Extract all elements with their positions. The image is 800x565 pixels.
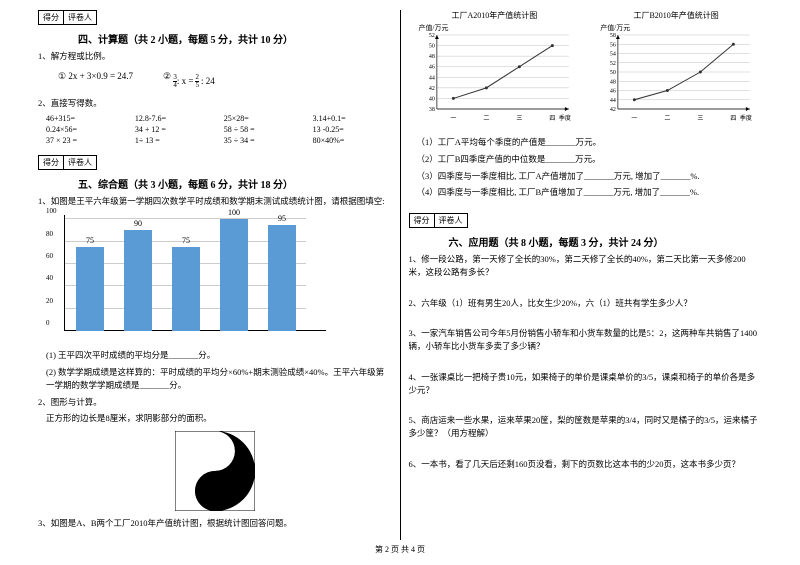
svg-text:40: 40 xyxy=(428,96,434,102)
sec6-q5: 5、商店运来一些水果，运来苹果20筐，梨的筐数是苹果的3/4，同时又是橘子的3/… xyxy=(409,414,763,440)
calc-item: 46+315= xyxy=(46,114,125,123)
calc-item: 34 + 12 = xyxy=(135,125,214,134)
svg-text:44: 44 xyxy=(610,98,616,104)
svg-text:52: 52 xyxy=(610,61,616,67)
svg-text:52: 52 xyxy=(428,33,434,39)
rsub1: （1）工厂A平均每个季度的产值是_______万元。 xyxy=(417,136,763,149)
svg-text:50: 50 xyxy=(428,44,434,50)
chart-b: 工厂B2010年产值统计图 产值/万元 424446485052545658一二… xyxy=(590,10,762,130)
svg-text:二: 二 xyxy=(483,116,489,122)
sec5-q2b: 正方形的边长是8厘米，求阴影部分的面积。 xyxy=(46,412,392,425)
svg-text:42: 42 xyxy=(610,107,616,113)
yinyang-figure xyxy=(175,431,255,511)
calc-item: 25×28= xyxy=(224,114,303,123)
eq1: ① 2x + 3×0.9 = 24.7 xyxy=(58,71,133,89)
sec5-q2: 2、图形与计算。 xyxy=(38,396,392,409)
svg-text:46: 46 xyxy=(610,89,616,95)
sec5-sub1: (1) 王平四次平时成绩的平均分是_______分。 xyxy=(46,349,392,362)
calc-item: 13 -0.25= xyxy=(313,125,392,134)
rsub2: （2）工厂B四季度产值的中位数是_______万元。 xyxy=(417,153,763,166)
svg-text:58: 58 xyxy=(610,33,616,39)
svg-text:44: 44 xyxy=(428,75,434,81)
sec5-title: 五、综合题（共 3 小题，每题 6 分，共计 18 分） xyxy=(78,176,392,191)
svg-text:三: 三 xyxy=(698,115,704,122)
sec6-q3: 3、一家汽车销售公司今年5月份销售小轿车和小货车数量的比是5：2，这两种车共销售… xyxy=(409,327,763,353)
svg-text:季度: 季度 xyxy=(740,114,752,122)
sec6-title: 六、应用题（共 8 小题，每题 3 分，共计 24 分） xyxy=(449,234,763,249)
sec6-q4: 4、一张课桌比一把椅子贵10元，如果椅子的单价是课桌单价的3/5，课桌和椅子的单… xyxy=(409,371,763,397)
calc-item: 58 ÷ 58 = xyxy=(224,125,303,134)
svg-text:56: 56 xyxy=(610,42,616,48)
calc-item: 0.24×56= xyxy=(46,125,125,134)
rsub4: （4）四季度与一季度相比, 工厂B产值增加了_______万元, 增加了____… xyxy=(417,186,763,199)
sec4-q1: 1、解方程或比例。 xyxy=(38,50,392,63)
sec4-q2: 2、直接写得数。 xyxy=(38,97,392,110)
sec5-q1: 1、如图是王平六年级第一学期四次数学平时成绩和数学期末测试成绩统计图，请根据图填… xyxy=(38,195,392,208)
score-label: 得分 xyxy=(39,11,64,24)
sec6-q6: 6、一本书，看了几天后还剩160页没看，剩下的页数比这本书的少20页，这本书多少… xyxy=(409,458,763,471)
grader-label: 评卷人 xyxy=(64,11,96,24)
svg-text:三: 三 xyxy=(516,115,522,122)
bar-chart: 02040608010075907510095 xyxy=(46,215,326,345)
svg-text:季度: 季度 xyxy=(558,114,570,122)
svg-text:一: 一 xyxy=(632,116,638,122)
svg-text:二: 二 xyxy=(665,116,671,122)
calc-item: 1÷ 13 = xyxy=(135,136,214,145)
sec6-q2: 2、六年级（1）班有男生20人，比女生少20%，六（1）班共有学生多少人？ xyxy=(409,297,763,310)
calc-item: 80×40%= xyxy=(313,136,392,145)
chart-a: 工厂A2010年产值统计图 产值/万元 3840424446485052一二三四… xyxy=(409,10,581,130)
svg-text:42: 42 xyxy=(428,86,434,92)
svg-text:四: 四 xyxy=(549,115,555,122)
svg-text:48: 48 xyxy=(428,54,434,60)
calc-item: 35 ÷ 34 = xyxy=(224,136,303,145)
svg-text:四: 四 xyxy=(731,115,737,122)
eq2: ② 34 : x = 25 : 24 xyxy=(163,71,215,89)
svg-text:50: 50 xyxy=(610,70,616,76)
calc-grid: 46+315= 12.8-7.6= 25×28= 3.14+0.1= 0.24×56= 3… xyxy=(46,114,392,145)
calc-item: 37 × 23 = xyxy=(46,136,125,145)
sec6-q1: 1、修一段公路，第一天修了全长的30%，第二天修了全长的40%，第二天比第一天多… xyxy=(409,253,763,279)
svg-text:48: 48 xyxy=(610,79,616,85)
svg-text:46: 46 xyxy=(428,65,434,71)
calc-item: 12.8-7.6= xyxy=(135,114,214,123)
page-footer: 第 2 页 共 4 页 xyxy=(0,544,800,555)
sec5-q3: 3、如图是A、B两个工厂2010年产值统计图，根据统计图回答问题。 xyxy=(38,517,392,530)
svg-text:38: 38 xyxy=(428,107,434,113)
svg-text:一: 一 xyxy=(450,116,456,122)
sec4-title: 四、计算题（共 2 小题，每题 5 分，共计 10 分） xyxy=(78,31,392,46)
svg-text:54: 54 xyxy=(610,52,616,58)
sec5-sub2: (2) 数学学期成绩是这样算的：平时成绩的平均分×60%+期末测验成绩×40%。… xyxy=(46,366,392,392)
calc-item: 3.14+0.1= xyxy=(313,114,392,123)
rsub3: （3）四季度与一季度相比, 工厂A产值增加了_______万元, 增加了____… xyxy=(417,170,763,183)
